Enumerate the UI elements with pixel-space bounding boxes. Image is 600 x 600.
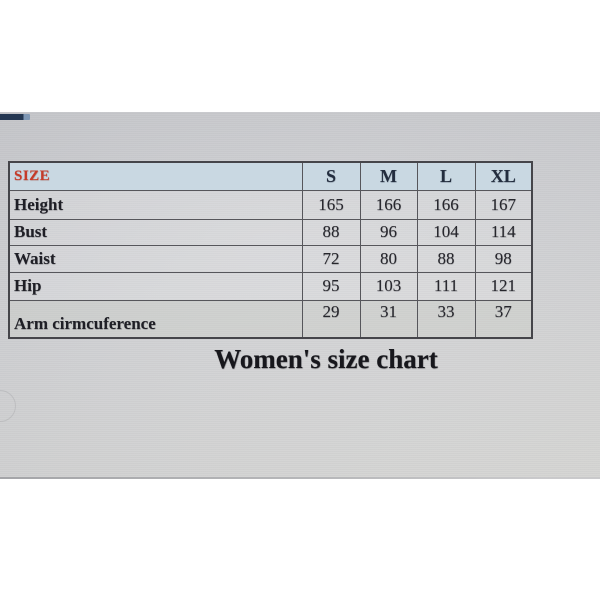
row-label: Hip	[8, 271, 303, 301]
value-cell: 121	[474, 271, 533, 301]
value-cell: 37	[474, 299, 533, 339]
value-cell: 98	[474, 244, 533, 273]
table-row-bust: Bust 88 96 104 114	[8, 218, 533, 246]
header-cell-m: M	[359, 161, 418, 191]
row-label: Arm cirmcuference	[8, 299, 303, 339]
value-cell: 103	[359, 271, 418, 301]
value-cell: 29	[301, 299, 361, 339]
value-cell: 31	[359, 299, 418, 339]
value-cell: 80	[359, 244, 418, 273]
header-cell-l: L	[416, 161, 476, 191]
table-row-hip: Hip 95 103 111 121	[8, 271, 533, 301]
header-cell-xl: XL	[474, 161, 533, 191]
row-label: Waist	[8, 244, 303, 273]
value-cell: 114	[474, 218, 533, 246]
value-cell: 88	[301, 218, 361, 246]
table-row-waist: Waist 72 80 88 98	[8, 244, 533, 273]
blue-ui-fragment	[0, 114, 30, 120]
value-cell: 167	[474, 189, 533, 220]
value-cell: 104	[416, 218, 476, 246]
header-cell-s: S	[301, 161, 361, 191]
lens-flare-circle	[0, 390, 16, 422]
chart-title: Women's size chart	[214, 344, 438, 374]
table-row-height: Height 165 166 166 167	[8, 189, 533, 220]
row-label: Height	[8, 189, 303, 220]
value-cell: 165	[301, 189, 361, 220]
table-row-arm-circumference: Arm cirmcuference 29 31 33 37	[8, 299, 533, 339]
screen-photo: SIZE S M L XL Height 165 166 166 167 Bus…	[0, 112, 600, 479]
value-cell: 166	[416, 189, 476, 220]
value-cell: 72	[301, 244, 361, 273]
header-cell-size: SIZE	[8, 161, 303, 191]
value-cell: 33	[416, 299, 476, 339]
value-cell: 96	[359, 218, 418, 246]
value-cell: 95	[301, 271, 361, 301]
screen-bottom-edge	[0, 477, 600, 479]
value-cell: 88	[416, 244, 476, 273]
row-label: Bust	[8, 218, 303, 246]
value-cell: 166	[359, 189, 418, 220]
value-cell: 111	[416, 271, 476, 301]
header-row: SIZE S M L XL	[8, 161, 533, 191]
size-chart-table: SIZE S M L XL Height 165 166 166 167 Bus…	[8, 161, 533, 339]
